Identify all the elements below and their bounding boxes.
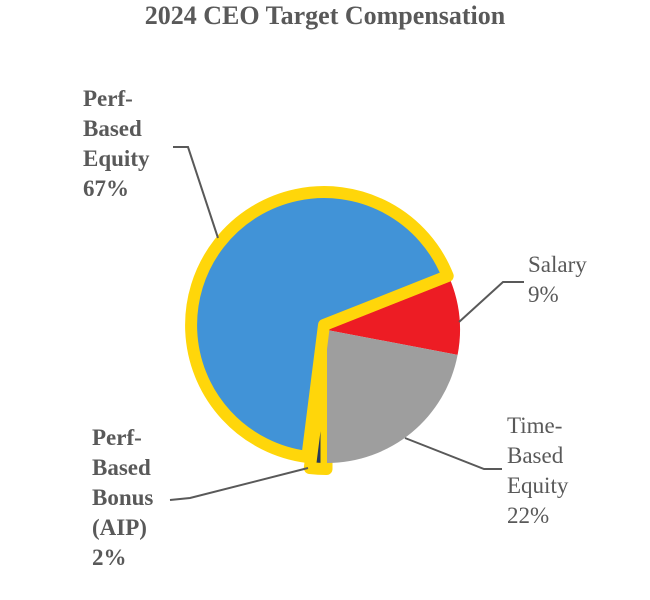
pie-slice-salary (327, 281, 460, 355)
callout-time-based-equity: Time- Based Equity 22% (507, 413, 569, 528)
leader-line-salary (458, 281, 524, 323)
pie-slice-perf-based-equity (185, 186, 454, 463)
callout-salary: Salary 9% (528, 252, 587, 307)
leader-line-time-based-equity (404, 437, 502, 470)
leader-line-perf-based-equity (173, 146, 219, 239)
callout-perf-based-bonus-aip: Perf- Based Bonus (AIP) 2% (92, 425, 154, 570)
callout-perf-based-equity: Perf- Based Equity 67% (83, 86, 150, 201)
pie-slice-time-based-equity (327, 330, 458, 463)
chart-title: 2024 CEO Target Compensation (144, 1, 506, 30)
leader-line-perf-based-bonus-aip (169, 467, 309, 501)
